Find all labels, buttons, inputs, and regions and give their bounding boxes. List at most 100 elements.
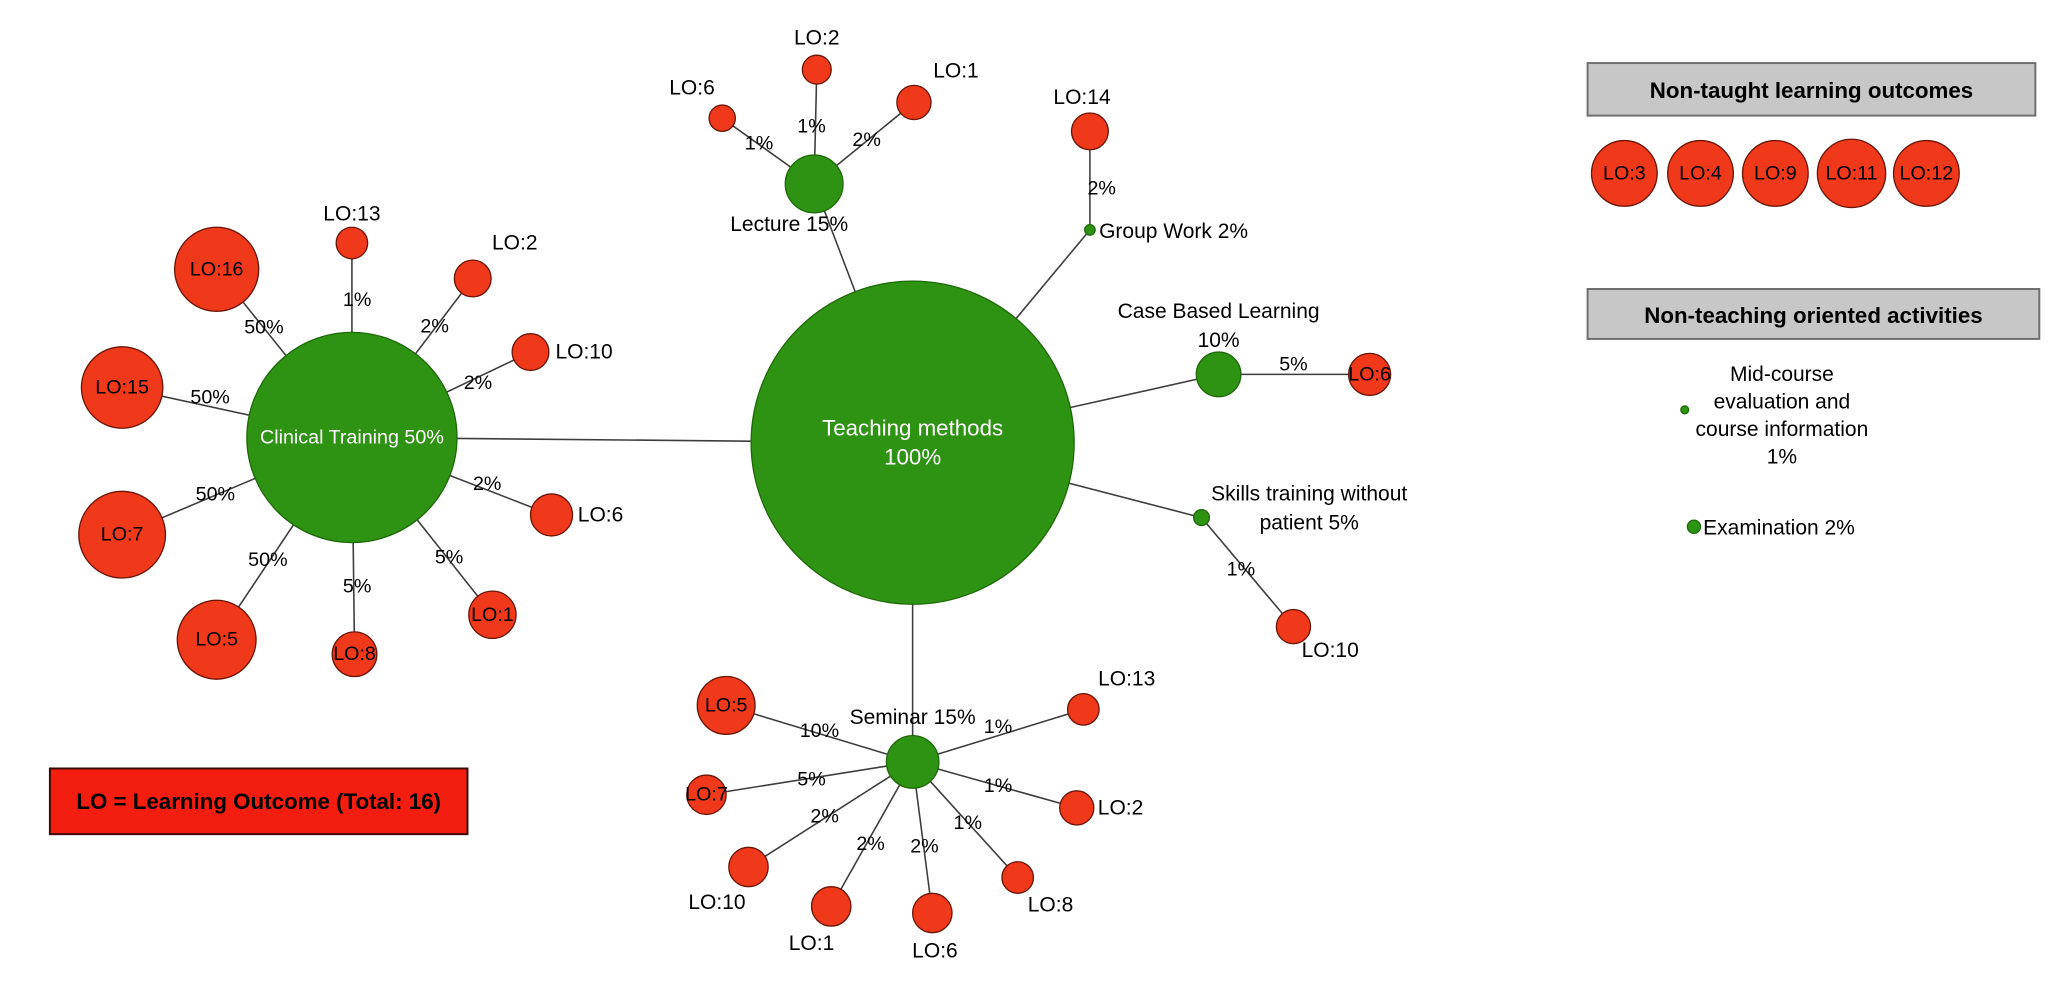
node-c15 [80,346,164,429]
node-se7-label: LO:7 [685,784,728,806]
node-c15-label: LO:15 [95,377,149,399]
legend-activity-dot-1-1 [1686,519,1702,534]
edge-labels-layer: 50% 1% 2% 2% 2% 5% 5% 50% 50% 50% 1% 1% 2% 2% 5% 1% 10% 1… [190,116,1307,858]
legend-node-LO:12 [1892,139,1960,207]
edge-label-clinical-c2: 2% [420,315,448,337]
edge-label-lecture-l1: 2% [852,129,880,151]
node-s10 [1275,608,1312,645]
node-teaching-label: Teaching methods [822,416,1003,441]
legend-node-LO:4-label: LO:4 [1679,162,1722,184]
edge-seminar-se10 [748,761,914,868]
node-c2-label: LO:2 [492,232,538,255]
node-c1 [468,590,517,640]
edge-label-clinical-c13: 1% [343,289,371,311]
edge-label-lecture-l6: 1% [745,133,773,155]
edge-label-seminar-se1: 2% [856,833,884,855]
node-c5 [176,599,257,680]
legend-header-title-0: Non-taught learning outcomes [1650,78,1973,103]
legend-node-LO:9-label: LO:9 [1754,162,1797,184]
node-lecture-label: Lecture 15% [730,213,848,236]
legend-node-LO:3-label: LO:3 [1603,162,1646,184]
edge-seminar-se7 [706,761,913,796]
legend-node-LO:11-label: LO:11 [1825,162,1877,184]
node-cb6 [1347,352,1392,397]
node-se2 [1059,790,1095,826]
edge-seminar-se2 [912,761,1077,809]
legend-node-LO:12-label: LO:12 [1900,162,1954,184]
edge-label-clinical-c7: 50% [196,483,235,505]
node-l6-label: LO:6 [669,77,715,100]
legend-header-title-1: Non-teaching oriented activities [1644,303,1982,328]
edge-label-seminar-se13: 1% [984,716,1012,738]
node-skills-label: patient 5% [1260,511,1359,534]
edge-seminar-se13 [912,708,1084,763]
lo-note-box [48,767,469,836]
edge-label-seminar-se5: 10% [800,720,839,742]
node-c8 [331,631,378,678]
node-c16 [173,226,260,312]
node-seminar-label: Seminar 15% [850,706,976,729]
edge-label-clinical-c8: 5% [343,575,371,597]
node-se8 [1001,861,1035,894]
node-se1 [810,886,852,927]
node-teaching-label: 100% [884,445,941,470]
node-se6 [911,892,953,934]
edge-label-clinical-c15: 50% [190,386,229,408]
node-se8-label: LO:8 [1028,894,1074,917]
node-cbl-label: 10% [1198,329,1240,352]
node-se7 [686,774,727,816]
edge-label-seminar-se10: 2% [810,805,838,827]
node-l2 [801,54,832,85]
node-skills-label: Skills training without [1211,482,1407,505]
legend-layer: LO = Learning Outcome (Total: 16) Non-tau… [48,62,2041,836]
edge-label-clinical-c1: 5% [435,547,463,569]
node-seminar [885,734,940,789]
legend-node-LO:11 [1816,138,1887,209]
lo-note-text: LO = Learning Outcome (Total: 16) [76,789,441,814]
node-se5-label: LO:5 [705,694,748,716]
legend-node-LO:3 [1590,139,1658,207]
node-c6 [529,493,574,537]
edge-label-seminar-se7: 5% [797,769,825,791]
edge-label-skills-s10: 1% [1227,558,1255,580]
node-se10-label: LO:10 [688,891,745,914]
node-se13 [1066,692,1100,726]
node-se2-label: LO:2 [1098,796,1144,819]
legend-node-LO:4 [1667,139,1734,207]
node-skills [1192,509,1211,527]
node-clinical-label: Clinical Training 50% [260,426,444,448]
node-se6-label: LO:6 [912,940,958,963]
edge-label-clinical-c16: 50% [244,317,283,339]
edge-skills-s10 [1200,517,1295,628]
node-l6 [708,104,737,133]
legend-activity-text-1-0: Mid-course [1730,363,1834,386]
node-l1 [896,84,932,121]
node-c13-label: LO:13 [323,203,380,226]
node-c13 [335,226,369,260]
node-groupwork [1083,223,1096,236]
legend-activity-text-1-1: Examination 2% [1703,517,1855,540]
legend-node-LO:9 [1741,139,1809,207]
node-clinical [246,331,458,544]
legend-header-box-1 [1586,288,2041,340]
node-l1-label: LO:1 [933,60,979,83]
legend-header-box-0 [1586,62,2037,117]
node-c10-label: LO:10 [555,341,612,364]
node-c6-label: LO:6 [578,504,624,527]
node-c1-label: LO:1 [471,604,514,626]
edge-label-cbl-cb6: 5% [1279,353,1307,375]
node-teaching [750,280,1075,605]
node-l2-label: LO:2 [794,27,840,50]
node-groupwork-label: Group Work 2% [1099,220,1248,243]
edge-label-seminar-se2: 1% [984,775,1012,797]
node-c7 [78,490,167,579]
edge-label-clinical-c5: 50% [248,549,287,571]
node-c10 [511,333,550,372]
node-g14 [1070,112,1109,151]
edge-seminar-se5 [725,704,913,763]
node-se10 [728,846,769,888]
edge-label-seminar-se6: 2% [910,836,938,858]
node-s10-label: LO:10 [1302,639,1359,662]
